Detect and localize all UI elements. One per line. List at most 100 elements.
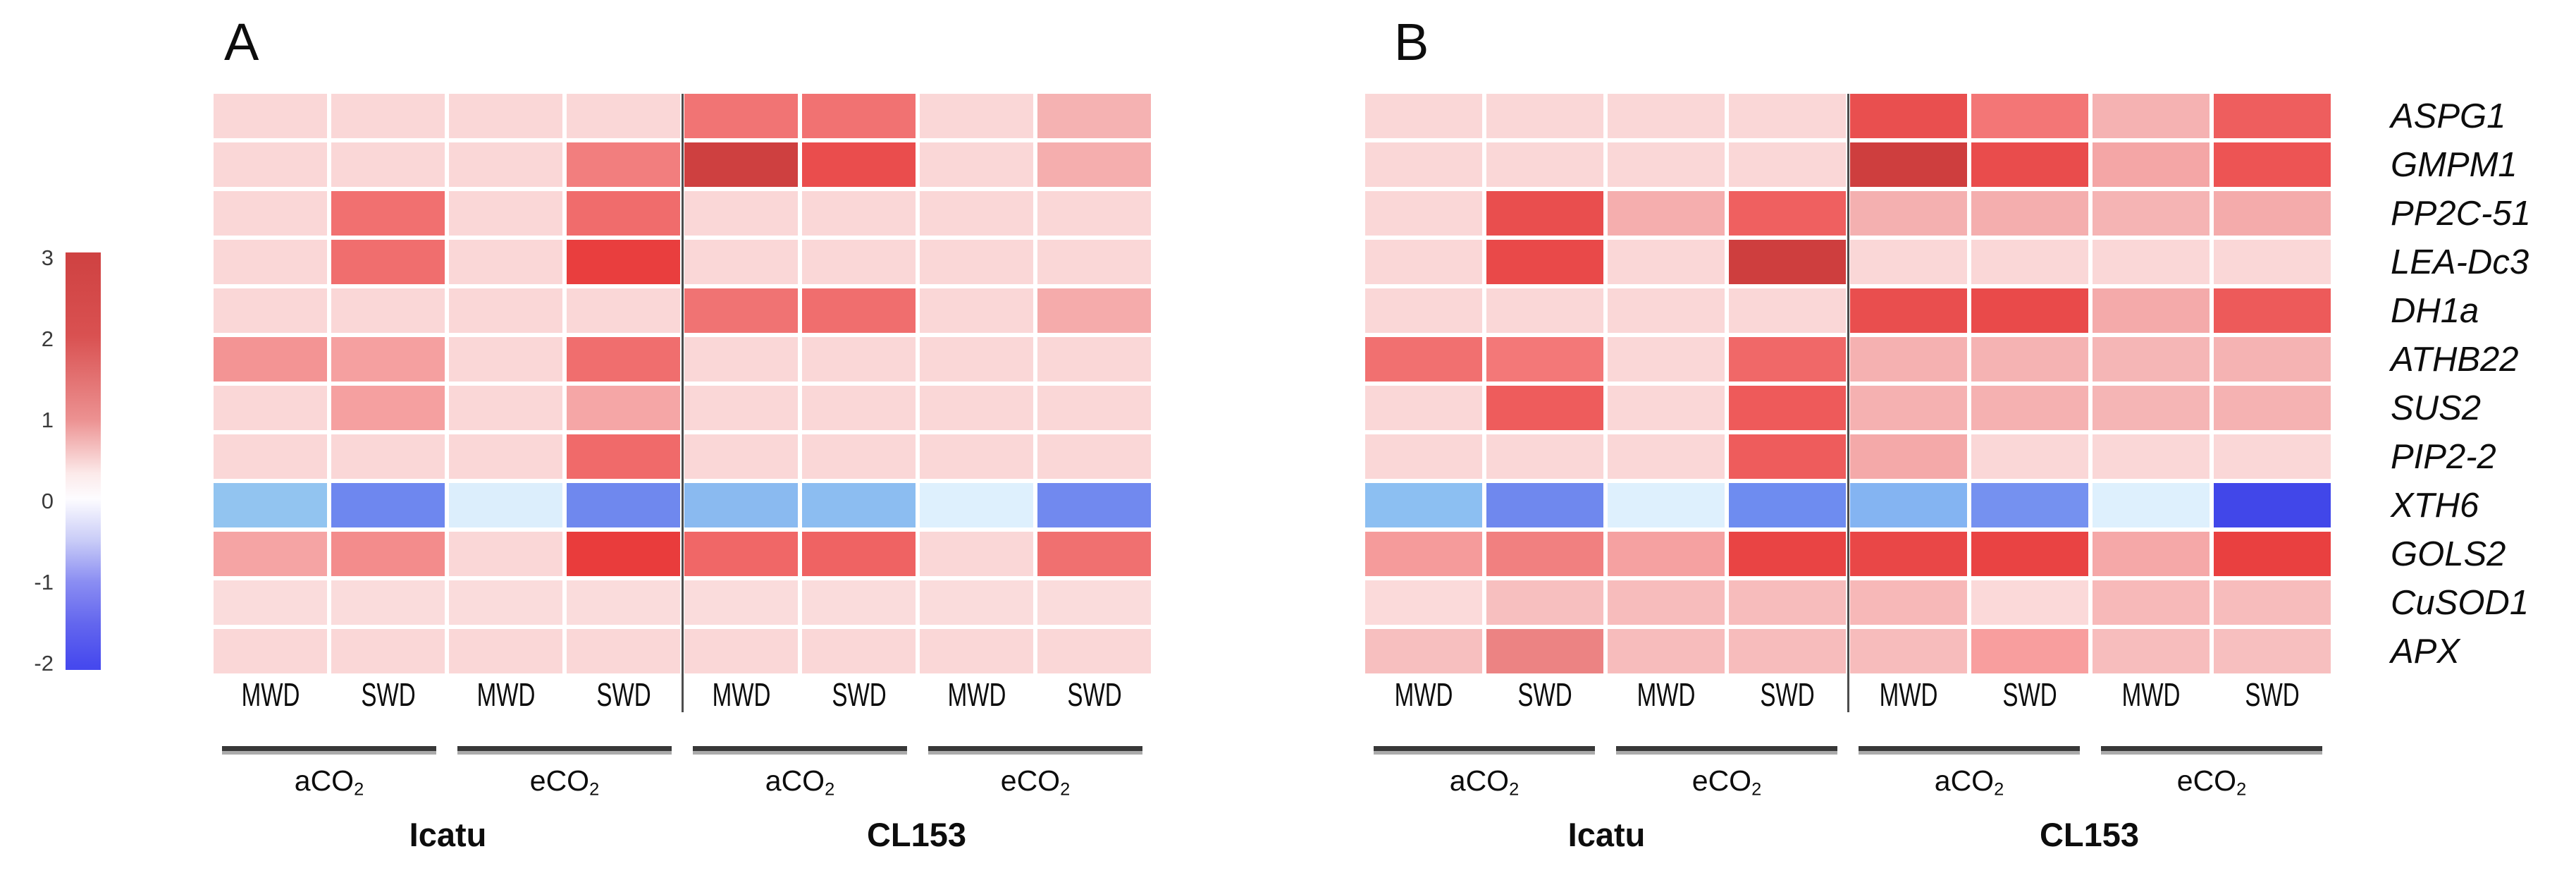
heatmap-cell: [2214, 191, 2331, 236]
heatmap-cell: [2093, 629, 2210, 673]
heatmap-cell: [214, 191, 327, 236]
heatmap-cell: [684, 386, 798, 430]
heatmap-cell: [1850, 142, 1967, 187]
heatmap-cell: [1365, 191, 1482, 236]
heatmap-cell: [1037, 629, 1151, 673]
heatmap-cell: [1850, 580, 1967, 625]
heatmap-cell: [214, 94, 327, 138]
heatmap-cell: [1729, 580, 1846, 625]
heatmap-cell: [2093, 483, 2210, 527]
heatmap-cell: [684, 483, 798, 527]
heatmap-cell: [1365, 629, 1482, 673]
heatmap-cell: [331, 386, 445, 430]
colorbar-gradient: [66, 252, 101, 670]
co2-label-subscript: 2: [1994, 779, 2004, 800]
heatmap-cell: [2093, 434, 2210, 479]
heatmap-cell: [1486, 386, 1603, 430]
co2-label-base: eCO: [2176, 764, 2237, 797]
panel-letter-B: B: [1394, 13, 1429, 71]
heatmap-cell: [214, 240, 327, 284]
genotype-label-Icatu: Icatu: [1567, 816, 1646, 853]
heatmap-cell: [567, 629, 680, 673]
heatmap-cell: [331, 240, 445, 284]
heatmap-cell: [567, 434, 680, 479]
heatmap-cell: [1486, 142, 1603, 187]
water-regime-label: SWD: [2002, 676, 2057, 713]
heatmap-cell: [1608, 94, 1725, 138]
heatmap-cell: [1608, 386, 1725, 430]
water-regime-label: MWD: [947, 676, 1006, 713]
heatmap-cell: [920, 94, 1033, 138]
water-regime-label: MWD: [1637, 676, 1696, 713]
water-regime-label: SWD: [1760, 676, 1815, 713]
heatmap-cell: [1971, 337, 2088, 382]
heatmap-cell: [802, 337, 916, 382]
heatmap-cell: [1729, 240, 1846, 284]
heatmap-cell: [1971, 191, 2088, 236]
heatmap-cell: [802, 629, 916, 673]
colorbar-tick-label: 1: [41, 408, 54, 432]
heatmap-cell: [331, 483, 445, 527]
heatmap-cell: [449, 142, 562, 187]
heatmap-cell: [1037, 288, 1151, 333]
genotype-label-CL153: CL153: [2039, 816, 2140, 853]
gene-label-PIP2-2: PIP2-2: [2391, 437, 2496, 476]
heatmap-cell: [1486, 288, 1603, 333]
heatmap-cell: [1365, 386, 1482, 430]
heatmap-cell: [567, 288, 680, 333]
heatmap-cell: [1365, 288, 1482, 333]
heatmap-cell: [2093, 240, 2210, 284]
heatmap-cell: [1365, 240, 1482, 284]
genotype-divider-line: [1847, 94, 1849, 712]
heatmap-cell: [1729, 191, 1846, 236]
heatmap-cell: [1971, 483, 2088, 527]
heatmap-cell: [1037, 434, 1151, 479]
gene-label-GOLS2: GOLS2: [2391, 535, 2506, 573]
heatmap-cell: [449, 532, 562, 576]
co2-group-label: eCO2: [951, 764, 1120, 800]
heatmap-cell: [1850, 483, 1967, 527]
gene-label-XTH6: XTH6: [2391, 486, 2479, 525]
heatmap-cell: [2093, 337, 2210, 382]
heatmap-cell: [1486, 629, 1603, 673]
heatmap-cell: [449, 483, 562, 527]
gene-label-CuSOD1: CuSOD1: [2391, 583, 2529, 622]
heatmap-cell: [2214, 434, 2331, 479]
heatmap-cell: [802, 191, 916, 236]
heatmap-cell: [331, 434, 445, 479]
heatmap-cell: [1971, 386, 2088, 430]
heatmap-grid-B: [1365, 94, 2331, 673]
heatmap-cell: [802, 434, 916, 479]
heatmap-cell: [449, 94, 562, 138]
heatmap-cell: [1608, 483, 1725, 527]
heatmap-cell: [1486, 94, 1603, 138]
heatmap-cell: [1365, 483, 1482, 527]
heatmap-cell: [684, 629, 798, 673]
heatmap-cell: [567, 240, 680, 284]
heatmap-cell: [1729, 142, 1846, 187]
heatmap-cell: [684, 142, 798, 187]
co2-label-subscript: 2: [1060, 779, 1071, 800]
colorbar-tick-label: -2: [34, 651, 54, 676]
co2-group-label: eCO2: [1642, 764, 1811, 799]
co2-group-underline: [457, 746, 672, 755]
heatmap-cell: [1608, 191, 1725, 236]
co2-label-base: eCO: [529, 764, 590, 797]
heatmap-cell: [331, 337, 445, 382]
heatmap-cell: [1037, 240, 1151, 284]
heatmap-cell: [1608, 532, 1725, 576]
co2-label-base: eCO: [1000, 764, 1061, 797]
heatmap-cell: [920, 386, 1033, 430]
heatmap-cell: [1608, 629, 1725, 673]
heatmap-cell: [920, 532, 1033, 576]
colorbar-tick-label: 2: [41, 326, 54, 351]
water-regime-label: SWD: [360, 676, 416, 713]
heatmap-cell: [2093, 142, 2210, 187]
colorbar-tick-label: -1: [34, 570, 54, 594]
heatmap-cell: [1608, 580, 1725, 625]
co2-group-label: eCO2: [480, 764, 649, 799]
water-regime-label: SWD: [2245, 676, 2300, 713]
heatmap-cell: [920, 240, 1033, 284]
colorbar-tick-label: 0: [41, 489, 54, 513]
